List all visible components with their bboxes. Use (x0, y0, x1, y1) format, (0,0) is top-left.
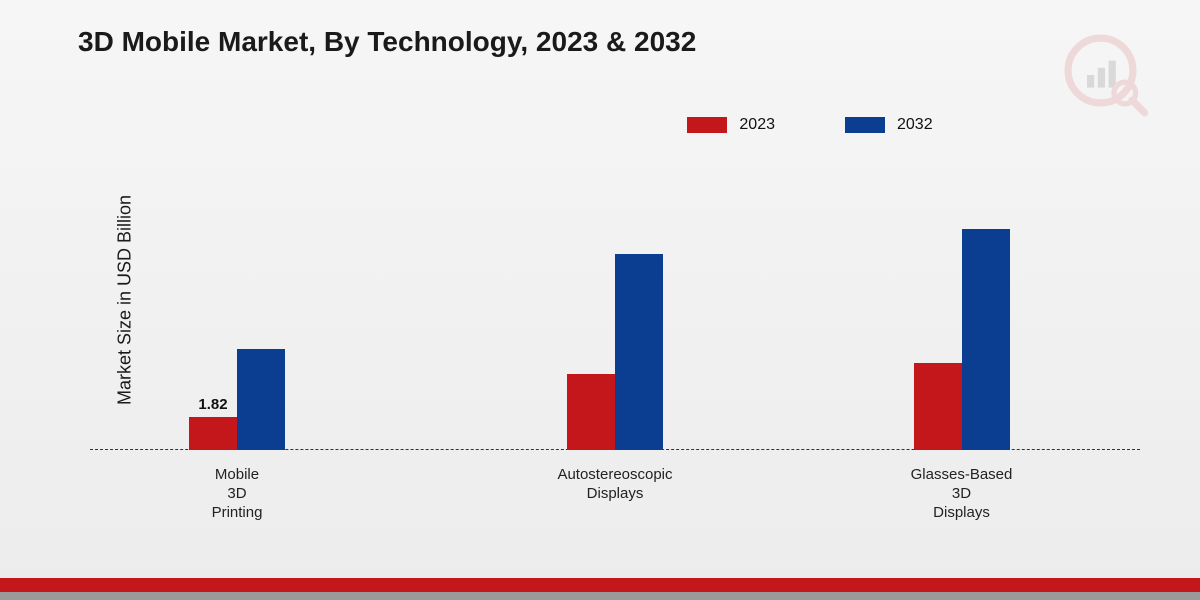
legend-item-2032: 2032 (845, 116, 933, 134)
category-label: AutostereoscopicDisplays (515, 466, 715, 504)
footer-red-bar (0, 578, 1200, 592)
bar-group (914, 229, 1010, 450)
legend: 2023 2032 (0, 116, 1200, 134)
chart-title: 3D Mobile Market, By Technology, 2023 & … (78, 26, 696, 58)
bar-group (567, 254, 663, 450)
watermark-logo-icon (1060, 30, 1150, 120)
bar-value-label: 1.82 (153, 396, 273, 413)
footer-gray-bar (0, 592, 1200, 600)
legend-label-2032: 2032 (897, 116, 933, 134)
bar (615, 254, 663, 450)
legend-label-2023: 2023 (739, 116, 775, 134)
legend-swatch-2032 (845, 117, 885, 133)
chart-container: 3D Mobile Market, By Technology, 2023 & … (0, 0, 1200, 600)
category-label: Mobile3DPrinting (137, 466, 337, 522)
bar (962, 229, 1010, 450)
category-labels: Mobile3DPrinting AutostereoscopicDisplays… (90, 460, 1140, 540)
bar (189, 417, 237, 450)
plot-area: 1.82 (90, 160, 1140, 450)
bar-group: 1.82 (189, 349, 285, 451)
bar (567, 374, 615, 450)
category-label: Glasses-Based3DDisplays (862, 466, 1062, 522)
legend-swatch-2023 (687, 117, 727, 133)
legend-item-2023: 2023 (687, 116, 775, 134)
bar (914, 363, 962, 450)
